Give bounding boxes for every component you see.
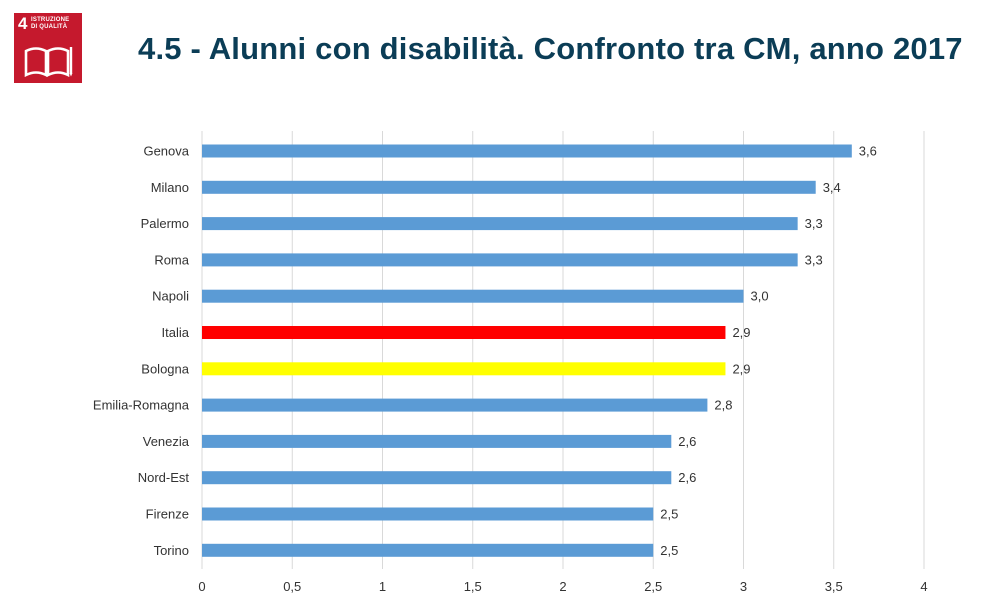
category-label: Torino [154,543,189,558]
category-label: Milano [151,180,189,195]
x-tick-label: 2 [559,579,566,594]
category-label: Nord-Est [138,470,190,485]
page-title: 4.5 - Alunni con disabilità. Confronto t… [138,31,963,66]
bar-torino [202,543,654,557]
bar-italia [202,326,726,339]
sdg-badge-label-line2: DI QUALITÀ [31,24,68,30]
x-tick-label: 1,5 [464,579,482,594]
data-label: 3,6 [859,144,877,159]
chart-labels: 0 0,5 1 1,5 2 2,5 3 3,5 4 Genova 3,6 Milano 3,4 Paler… [93,144,928,595]
category-label: Roma [154,252,189,267]
category-label: Italia [162,325,190,340]
chart-gridlines [201,131,925,569]
bar-nord-est [202,471,672,485]
data-label: 3,3 [805,216,823,231]
data-label: 2,5 [660,507,678,522]
sdg-4-badge: 4 ISTRUZIONE DI QUALITÀ [14,13,82,83]
data-label: 2,5 [660,543,678,558]
x-tick-label: 0 [198,579,205,594]
bar-milano [202,180,816,194]
data-label: 3,3 [805,252,823,267]
category-label: Palermo [141,216,189,231]
bar-firenze [202,507,654,521]
bar-roma [202,253,798,267]
category-label: Emilia-Romagna [93,398,190,413]
category-label: Venezia [143,434,190,449]
x-tick-label: 1 [379,579,386,594]
data-label: 3,4 [823,180,841,195]
bar-emilia-romagna [202,398,708,412]
category-label: Genova [143,144,189,159]
chart-bars [202,144,852,557]
x-tick-label: 0,5 [283,579,301,594]
data-label: 2,6 [678,434,696,449]
sdg-badge-label: ISTRUZIONE DI QUALITÀ [31,17,79,31]
category-label: Bologna [141,361,189,376]
x-tick-label: 3,5 [825,579,843,594]
book-pencil-icon [24,47,73,77]
data-label: 2,9 [732,325,750,340]
bar-genova [202,144,852,158]
data-label: 2,8 [714,398,732,413]
x-tick-label: 3 [740,579,747,594]
category-label: Napoli [152,289,189,304]
data-label: 2,9 [732,361,750,376]
data-label: 2,6 [678,470,696,485]
sdg-badge-number: 4 [18,14,28,33]
bar-napoli [202,289,744,303]
bar-palermo [202,217,798,231]
bar-venezia [202,434,672,448]
category-label: Firenze [146,507,189,522]
data-label: 3,0 [751,289,769,304]
sdg-badge-label-line1: ISTRUZIONE [31,17,70,23]
x-tick-label: 4 [920,579,927,594]
bar-bologna [202,362,726,376]
x-tick-label: 2,5 [644,579,662,594]
